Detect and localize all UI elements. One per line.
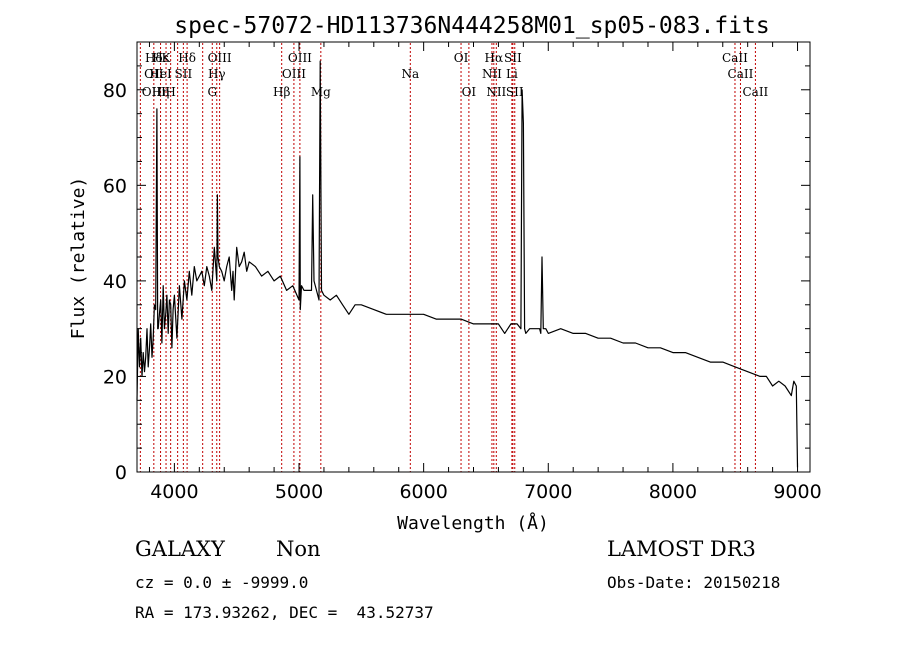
line-label: OII bbox=[144, 67, 164, 81]
line-label: Hε bbox=[152, 51, 169, 65]
series-layer bbox=[136, 60, 799, 468]
line-label: Hβ bbox=[273, 85, 290, 99]
line-label: OI bbox=[462, 85, 477, 99]
line-label: CaII bbox=[722, 51, 748, 65]
line-label: HeI bbox=[149, 67, 172, 81]
line-label: Li bbox=[506, 67, 518, 81]
y-tick-label: 60 bbox=[103, 175, 127, 197]
object-class: GALAXY bbox=[135, 537, 225, 561]
line-label: CaII bbox=[728, 67, 754, 81]
line-label: Hδ bbox=[178, 51, 196, 65]
obs-date: Obs-Date: 20150218 bbox=[607, 573, 781, 592]
line-label-layer: HδOIIOIIIHεHeIHηKHSIIHδGHγOIIIHβOIIIOIII… bbox=[142, 51, 769, 99]
line-label: OIII bbox=[288, 51, 312, 65]
line-label: NII bbox=[482, 67, 502, 81]
line-label: SII bbox=[506, 85, 524, 99]
axis-ticks: 4000 5000 6000 7000 8000 9000 0 20 40 60 80 bbox=[103, 42, 822, 503]
line-label: Hα bbox=[485, 51, 504, 65]
line-label: NII bbox=[486, 85, 506, 99]
line-label: SII bbox=[504, 51, 522, 65]
line-label: CaII bbox=[742, 85, 768, 99]
y-tick-label: 20 bbox=[103, 366, 127, 388]
y-tick-label: 40 bbox=[103, 271, 127, 293]
line-label: Mg bbox=[311, 85, 331, 99]
line-label: SII bbox=[175, 67, 193, 81]
x-tick-label: 6000 bbox=[399, 481, 447, 503]
line-label: K bbox=[162, 51, 172, 65]
line-label: OIII bbox=[208, 51, 232, 65]
redshift-cz: cz = 0.0 ± -9999.0 bbox=[135, 573, 309, 592]
line-label: OI bbox=[454, 51, 469, 65]
y-tick-label: 80 bbox=[103, 80, 127, 102]
line-label: Hη bbox=[152, 85, 170, 99]
ra-dec: RA = 173.93262, DEC = 43.52737 bbox=[135, 603, 434, 622]
y-tick-label: 0 bbox=[115, 462, 127, 484]
x-tick-label: 5000 bbox=[275, 481, 323, 503]
x-tick-label: 9000 bbox=[773, 481, 821, 503]
line-label: Hγ bbox=[208, 67, 226, 81]
y-axis-label: Flux (relative) bbox=[68, 177, 89, 340]
object-subclass: Non bbox=[276, 537, 321, 561]
line-marker-layer bbox=[139, 43, 756, 472]
line-label: G bbox=[207, 85, 217, 99]
chart-title: spec-57072-HD113736N444258M01_sp05-083.f… bbox=[174, 13, 769, 39]
survey-name: LAMOST DR3 bbox=[607, 537, 756, 561]
x-tick-label: 4000 bbox=[150, 481, 198, 503]
x-tick-label: 8000 bbox=[649, 481, 697, 503]
line-label: OIII bbox=[282, 67, 306, 81]
x-tick-label: 7000 bbox=[524, 481, 572, 503]
line-label: Na bbox=[401, 67, 419, 81]
line-label: H bbox=[165, 85, 175, 99]
line-label: OIII bbox=[142, 85, 166, 99]
x-axis-label: Wavelength (Å) bbox=[397, 512, 549, 534]
line-label: Hδ bbox=[145, 51, 163, 65]
spectrum-line bbox=[136, 60, 799, 468]
